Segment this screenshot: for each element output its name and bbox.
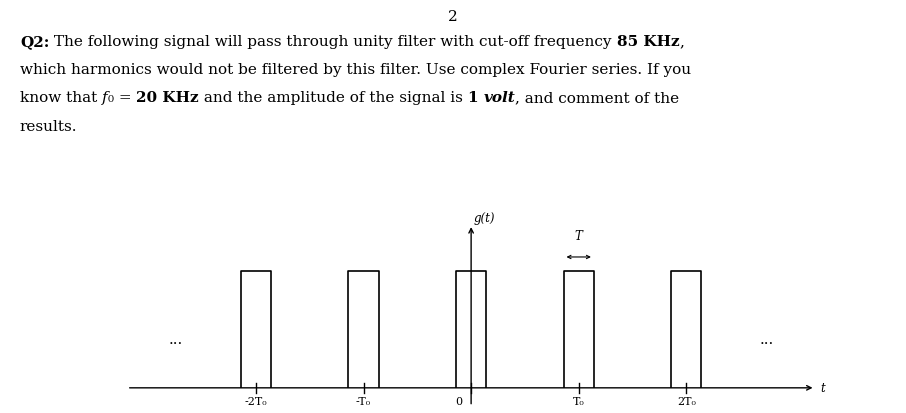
Text: 0: 0 bbox=[456, 396, 463, 406]
Text: The following signal will pass through unity filter with cut-off frequency: The following signal will pass through u… bbox=[49, 35, 617, 49]
Text: know that: know that bbox=[20, 91, 102, 105]
Text: ₀: ₀ bbox=[108, 91, 113, 105]
Text: ,: , bbox=[680, 35, 684, 49]
Text: T: T bbox=[574, 229, 583, 242]
Text: ...: ... bbox=[169, 332, 182, 346]
Text: ...: ... bbox=[760, 332, 774, 346]
Text: 20 KHz: 20 KHz bbox=[136, 91, 198, 105]
Text: and the amplitude of the signal is: and the amplitude of the signal is bbox=[198, 91, 467, 105]
Text: which harmonics would not be filtered by this filter. Use complex Fourier series: which harmonics would not be filtered by… bbox=[20, 63, 691, 77]
Text: volt: volt bbox=[484, 91, 516, 105]
Text: , and comment of the: , and comment of the bbox=[516, 91, 680, 105]
Text: -T₀: -T₀ bbox=[356, 396, 371, 406]
Text: =: = bbox=[113, 91, 136, 105]
Text: 2: 2 bbox=[448, 10, 458, 24]
Text: 85 KHz: 85 KHz bbox=[617, 35, 680, 49]
Text: g(t): g(t) bbox=[473, 212, 495, 225]
Text: 1: 1 bbox=[467, 91, 484, 105]
Text: f: f bbox=[102, 91, 108, 105]
Text: results.: results. bbox=[20, 119, 77, 133]
Text: Q2:: Q2: bbox=[20, 35, 49, 49]
Text: -2T₀: -2T₀ bbox=[245, 396, 267, 406]
Text: T₀: T₀ bbox=[573, 396, 584, 406]
Text: 2T₀: 2T₀ bbox=[677, 396, 696, 406]
Text: t: t bbox=[821, 382, 825, 394]
